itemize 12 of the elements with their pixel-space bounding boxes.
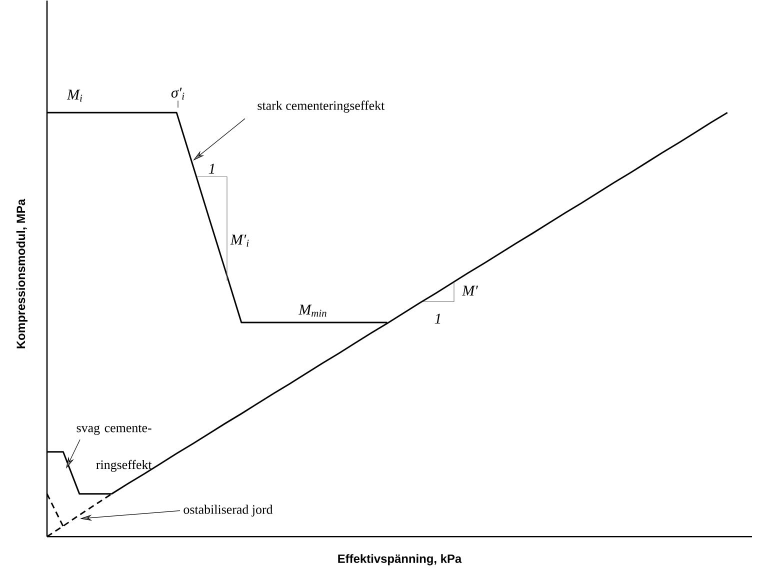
annotation: 1 <box>208 164 214 174</box>
annotation: ostabiliserad jord <box>184 504 273 517</box>
x-axis-title: Effektivspänning, kPa <box>338 554 462 566</box>
y-axis-title: Kompressionsmodul, MPa <box>16 199 28 348</box>
text: M$_{i}$ <box>66 90 82 102</box>
annotation: M$_{min}$ <box>298 304 326 317</box>
text: svag cemente-ringseffekt <box>76 424 152 472</box>
text: stark cementeringseffekt <box>258 100 385 113</box>
annotation: 1 <box>434 314 440 324</box>
annotation: M′ <box>462 286 478 296</box>
annotation: M′$_{i}$ <box>230 234 249 247</box>
text: σ′$_{i}$ <box>171 88 184 100</box>
